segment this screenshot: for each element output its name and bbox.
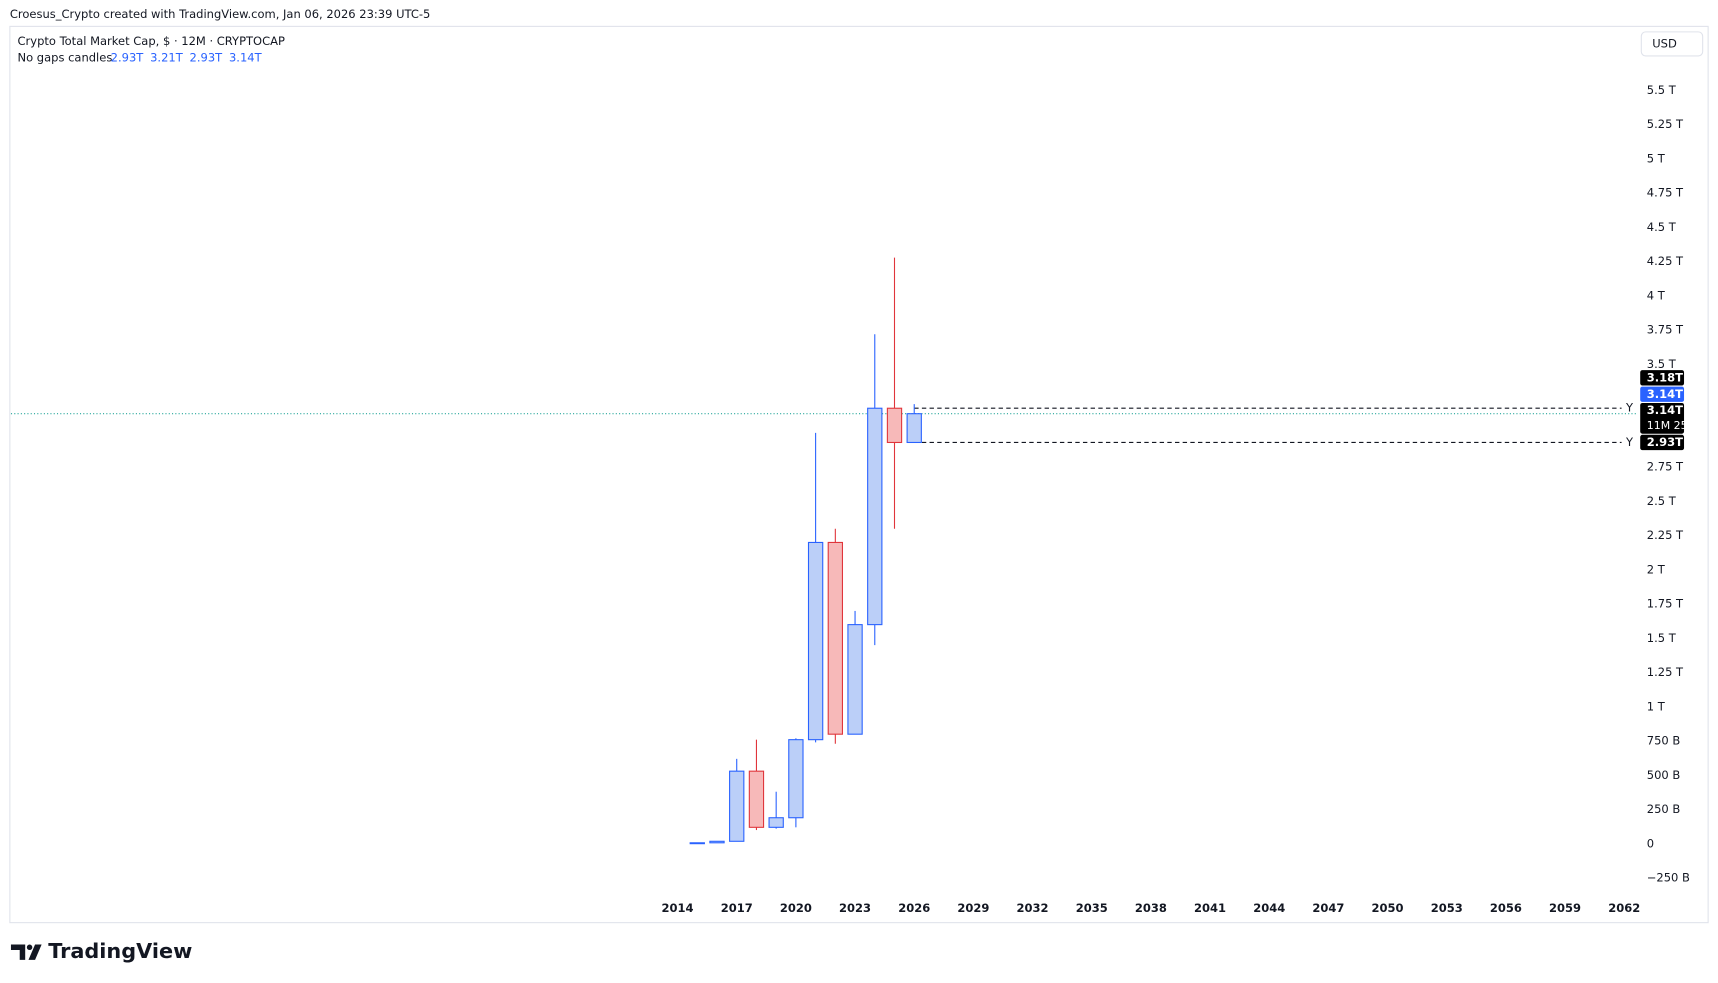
y-tick-label: 1.75 T	[1647, 597, 1684, 611]
x-tick-label: 2062	[1608, 901, 1640, 915]
x-tick-label: 2017	[721, 901, 753, 915]
candle-body	[807, 541, 824, 741]
legend-label: No gaps candles	[18, 51, 113, 65]
y-tick-label: 1.5 T	[1647, 631, 1677, 645]
candle-body	[729, 770, 745, 842]
candle-body	[847, 624, 863, 735]
x-tick-label: 2041	[1194, 901, 1226, 915]
y-tick-label: 4.25 T	[1647, 254, 1684, 268]
x-tick-label: 2035	[1076, 901, 1108, 915]
price-label: 3.14T	[1647, 403, 1683, 417]
legend-value: 3.21T	[150, 51, 184, 65]
y-tick-label: 5 T	[1647, 151, 1666, 165]
x-tick-label: 2056	[1490, 901, 1522, 915]
y-tick-label: −250 B	[1647, 870, 1690, 884]
candle-body	[748, 770, 765, 828]
x-tick-label: 2038	[1135, 901, 1167, 915]
candle-body	[768, 817, 784, 828]
currency-label: USD	[1652, 36, 1677, 50]
y-tick-label: 2.5 T	[1647, 494, 1677, 508]
candle-body	[689, 842, 705, 845]
x-tick-label: 2026	[898, 901, 930, 915]
chart-title: Crypto Total Market Cap, $ · 12M · CRYPT…	[18, 34, 285, 48]
y-tick-label: 2.75 T	[1647, 460, 1684, 474]
price-label: 2.93T	[1647, 435, 1683, 449]
y-tick-label: 500 B	[1647, 768, 1681, 782]
legend-value: 2.93T	[190, 51, 224, 65]
candle-body	[886, 407, 903, 444]
candle-body	[709, 840, 725, 844]
y-tick-label: 5.5 T	[1647, 83, 1677, 97]
y-tick-label: 4.75 T	[1647, 186, 1684, 200]
x-tick-label: 2044	[1253, 901, 1285, 915]
currency-button[interactable]	[1640, 31, 1704, 57]
countdown: 11M 25d	[1647, 419, 1695, 432]
price-label-box	[1640, 386, 1685, 402]
brand-logo	[10, 944, 42, 960]
x-tick-label: 2020	[780, 901, 812, 915]
x-tick-label: 2050	[1372, 901, 1404, 915]
candle-body	[788, 739, 804, 819]
y-tick-label: 5.25 T	[1647, 117, 1684, 131]
y-tick-label: 3.5 T	[1647, 357, 1677, 371]
y-tick-label: 3.75 T	[1647, 323, 1684, 337]
y-tick-label: 250 B	[1647, 802, 1681, 816]
price-label-box	[1640, 370, 1685, 386]
y-tick-label: 4.5 T	[1647, 220, 1677, 234]
x-tick-label: 2053	[1431, 901, 1463, 915]
y-tick-label: 2 T	[1647, 562, 1666, 576]
x-tick-label: 2059	[1549, 901, 1581, 915]
chart-frame	[9, 25, 1709, 924]
legend-value: 3.14T	[229, 51, 263, 65]
range-line-label: Y	[1625, 401, 1634, 415]
legend-value: 2.93T	[111, 51, 145, 65]
y-tick-label: 4 T	[1647, 288, 1666, 302]
price-label: 3.14T	[1647, 387, 1683, 401]
x-tick-label: 2047	[1312, 901, 1344, 915]
y-tick-label: 1 T	[1647, 699, 1666, 713]
brand-name: TradingView	[48, 939, 192, 963]
candle-body	[906, 413, 922, 444]
range-line-label: Y	[1625, 435, 1634, 449]
y-tick-label: 1.25 T	[1647, 665, 1684, 679]
x-tick-label: 2023	[839, 901, 871, 915]
price-label-box	[1640, 434, 1685, 451]
price-label-box	[1640, 403, 1685, 434]
x-tick-label: 2032	[1017, 901, 1049, 915]
price-label: 3.18T	[1647, 370, 1683, 384]
candle-body	[827, 541, 844, 735]
y-tick-label: 0	[1647, 836, 1654, 850]
candle-body	[867, 407, 883, 626]
x-tick-label: 2014	[662, 901, 694, 915]
y-tick-label: 2.25 T	[1647, 528, 1684, 542]
x-tick-label: 2029	[957, 901, 989, 915]
y-tick-label: 750 B	[1647, 734, 1681, 748]
attribution: Croesus_Crypto created with TradingView.…	[10, 7, 430, 21]
